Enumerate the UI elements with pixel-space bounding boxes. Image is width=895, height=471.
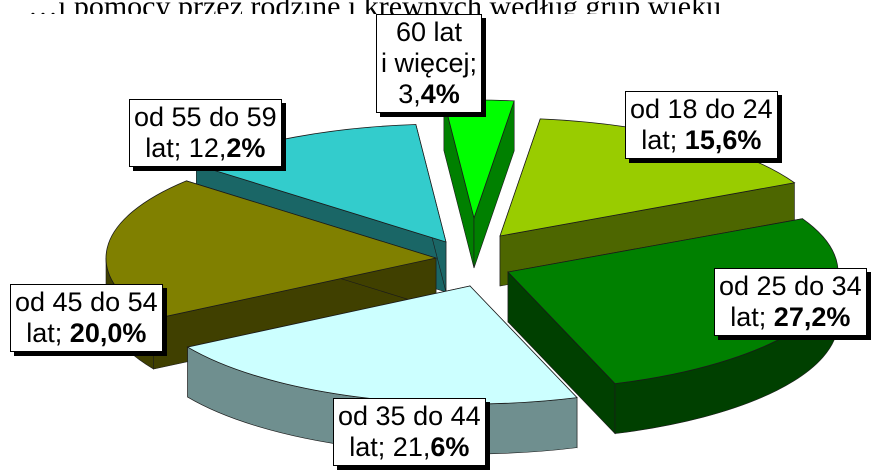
- data-label: od 18 do 24 lat; 15,6%: [625, 91, 778, 159]
- data-label-value-bold: 20,0%: [69, 318, 147, 348]
- data-label-value-bold: 15,6%: [684, 125, 762, 155]
- data-label-category-cont: i więcej;: [381, 48, 478, 78]
- data-label-value-normal: 3,: [398, 79, 421, 109]
- data-label-prefix: lat;: [730, 302, 774, 332]
- data-label-value-normal: 21,: [392, 432, 431, 462]
- data-label-category: od 18 do 24: [630, 94, 773, 124]
- data-label-value-bold: 6%: [430, 432, 470, 462]
- data-label-value-bold: 27,2%: [773, 302, 851, 332]
- data-label-prefix: lat;: [26, 318, 70, 348]
- data-label-prefix: lat;: [641, 125, 685, 155]
- data-label-value-line: lat; 20,0%: [15, 318, 158, 349]
- data-label-value-line: lat; 21,6%: [338, 432, 481, 463]
- data-label: od 55 do 59 lat; 12,2%: [129, 99, 282, 167]
- data-label-value-normal: 12,: [188, 133, 227, 163]
- data-label: 60 lat i więcej; 3,4%: [376, 14, 483, 113]
- data-label: od 25 do 34 lat; 27,2%: [714, 268, 867, 336]
- data-label-value-line: lat; 15,6%: [630, 125, 773, 156]
- data-label-category: od 25 do 34: [719, 271, 862, 301]
- data-label-category: od 55 do 59: [134, 102, 277, 132]
- data-label-value-line: 3,4%: [381, 79, 477, 110]
- data-label-category: od 45 do 54: [15, 287, 158, 317]
- caption-fragment: …i pomocy przez rodzinę i krewnych wedłu…: [0, 0, 895, 14]
- data-label-prefix: lat;: [349, 432, 393, 462]
- pie-slice: [186, 285, 578, 405]
- data-label-value-line: lat; 27,2%: [719, 302, 862, 333]
- data-label-value-line: lat; 12,2%: [134, 133, 277, 164]
- data-label-value-bold: 4%: [420, 79, 460, 109]
- data-label: od 45 do 54 lat; 20,0%: [10, 284, 163, 352]
- data-label: od 35 do 44 lat; 21,6%: [333, 398, 486, 466]
- data-label-value-bold: 2%: [226, 133, 266, 163]
- data-label-category: 60 lat: [395, 17, 463, 47]
- data-label-category: od 35 do 44: [338, 401, 481, 431]
- data-label-prefix: lat;: [145, 133, 189, 163]
